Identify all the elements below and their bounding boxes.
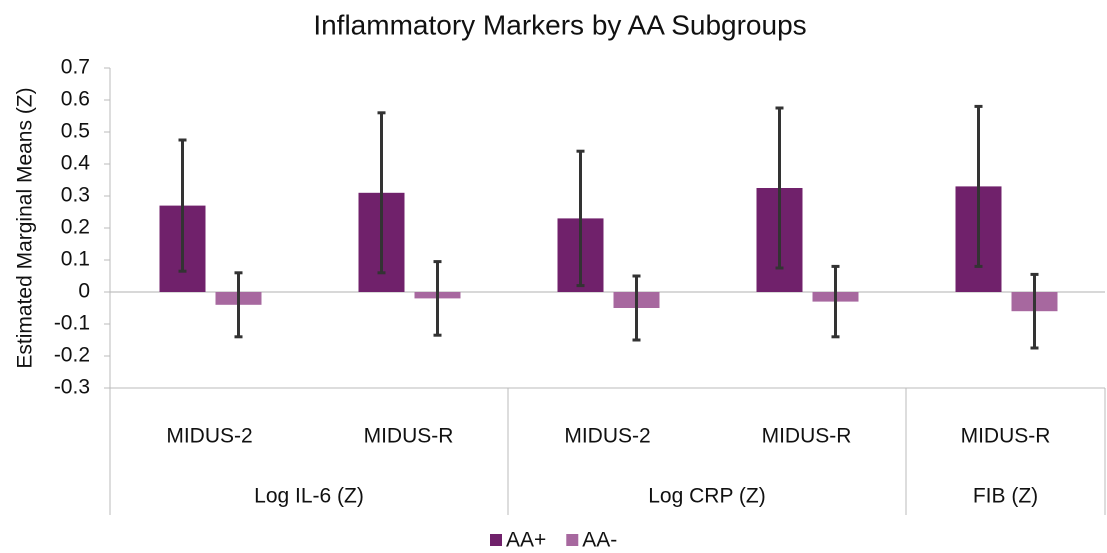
y-axis-label: Estimated Marginal Means (Z): [14, 87, 37, 368]
y-tick-label: 0.3: [61, 184, 90, 207]
error-bar: [831, 264, 840, 339]
y-tick-label: 0.5: [61, 120, 90, 143]
error-bar: [576, 149, 585, 288]
chart-title: Inflammatory Markers by AA Subgroups: [313, 9, 806, 40]
error-bar: [974, 104, 983, 268]
error-bar: [377, 111, 386, 275]
group-label: Log CRP (Z): [648, 485, 765, 508]
y-tick-label: -0.2: [54, 344, 90, 367]
legend-label: AA+: [506, 529, 546, 552]
error-bar: [775, 106, 784, 270]
x-tick-label: MIDUS-R: [961, 425, 1051, 448]
error-bar: [433, 260, 442, 337]
error-bar: [234, 271, 243, 339]
x-tick-label: MIDUS-R: [364, 425, 454, 448]
y-tick-label: -0.1: [54, 312, 90, 335]
y-tick-label: 0.7: [61, 56, 90, 79]
group-label: Log IL-6 (Z): [254, 485, 364, 508]
legend-swatch: [490, 534, 502, 546]
y-tick-label: -0.3: [54, 376, 90, 399]
y-tick-label: 0: [78, 280, 90, 303]
legend-label: AA-: [582, 529, 617, 552]
x-tick-label: MIDUS-2: [564, 425, 650, 448]
y-tick-label: 0.4: [61, 152, 91, 175]
error-bar: [632, 274, 641, 342]
x-tick-label: MIDUS-R: [762, 425, 852, 448]
error-bar: [178, 138, 187, 273]
group-label: FIB (Z): [973, 485, 1038, 508]
x-tick-label: MIDUS-2: [166, 425, 252, 448]
y-tick-label: 0.2: [61, 216, 90, 239]
y-tick-label: 0.1: [61, 248, 90, 271]
y-tick-label: 0.6: [61, 88, 90, 111]
error-bar: [1030, 272, 1039, 350]
legend-swatch: [566, 534, 579, 546]
